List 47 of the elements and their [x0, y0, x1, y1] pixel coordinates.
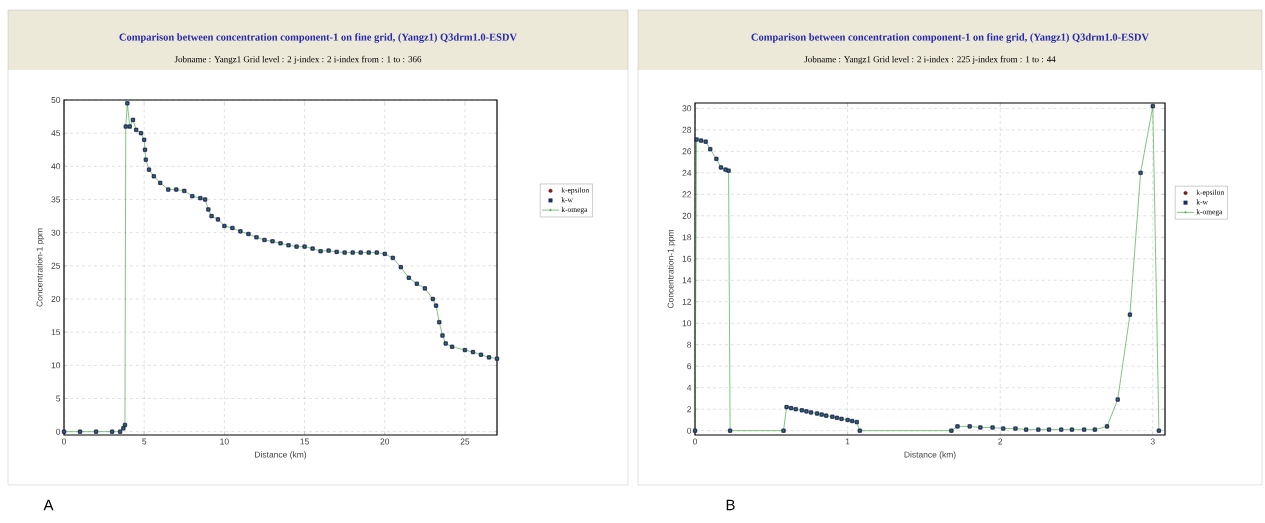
- y-tick-label: 14: [682, 277, 692, 284]
- y-tick-label: 0: [56, 428, 61, 435]
- x-tick-label: 5: [142, 438, 147, 445]
- y-tick-label: 25: [51, 262, 61, 269]
- y-tick-label: 24: [682, 169, 692, 176]
- x-tick-label: 15: [300, 438, 309, 445]
- chart-subtitle: Jobname : Yangz1 Grid level : 2 j-index : 2 i-index from : 1 to : 366: [174, 55, 422, 65]
- x-tick-label: 0: [61, 438, 67, 445]
- y-tick-label: 5: [56, 395, 61, 402]
- x-tick-label: 10: [220, 438, 229, 445]
- y-tick-label: 20: [51, 296, 61, 302]
- y-tick-label: 22: [682, 191, 692, 198]
- x-axis-title: Distance (km): [904, 451, 956, 460]
- chart-title: Comparison between concentration component-1 on fine grid, (Yangz1) Q3drm1.0-ESDV: [119, 33, 517, 43]
- y-tick-label: 4: [686, 384, 692, 391]
- y-tick-label: 30: [682, 105, 692, 112]
- y-tick-label: 26: [682, 148, 692, 155]
- y-axis-title: Concentration-1 ppm: [667, 230, 676, 309]
- y-tick-label: 40: [51, 163, 61, 170]
- y-tick-label: 20: [682, 212, 692, 219]
- chart-title: Comparison between concentration component-1 on fine grid, (Yangz1) Q3drm1.0-ESDV: [751, 33, 1149, 43]
- text: A: [43, 499, 54, 511]
- x-tick-label: 20: [380, 438, 390, 445]
- y-tick-label: 10: [51, 362, 61, 369]
- chart-subtitle: Jobname : Yangz1 Grid level : 2 i-index : 225 j-index from : 1 to : 44: [804, 55, 1056, 65]
- y-tick-label: 15: [51, 329, 61, 336]
- text: B: [726, 499, 735, 511]
- x-tick-label: 1: [845, 438, 850, 445]
- y-tick-label: 8: [687, 341, 692, 348]
- y-tick-label: 10: [682, 320, 692, 327]
- y-tick-label: 12: [682, 298, 692, 305]
- x-tick-label: 3: [1150, 438, 1155, 445]
- y-tick-label: 45: [51, 130, 61, 137]
- y-tick-label: 30: [51, 229, 61, 236]
- y-tick-label: 6: [687, 363, 692, 370]
- y-tick-label: 0: [687, 427, 692, 434]
- x-tick-label: 25: [460, 438, 470, 445]
- x-axis-title: Distance (km): [255, 451, 307, 460]
- y-axis-title: Concentration-1 ppm: [36, 228, 45, 307]
- y-tick-label: 2: [687, 406, 692, 413]
- x-tick-label: 0: [692, 438, 698, 445]
- y-tick-label: 50: [51, 97, 61, 103]
- y-tick-label: 28: [682, 126, 692, 133]
- y-tick-label: 35: [51, 196, 61, 203]
- y-tick-label: 16: [682, 255, 692, 262]
- y-tick-label: 18: [682, 234, 692, 241]
- x-tick-label: 2: [998, 438, 1003, 445]
